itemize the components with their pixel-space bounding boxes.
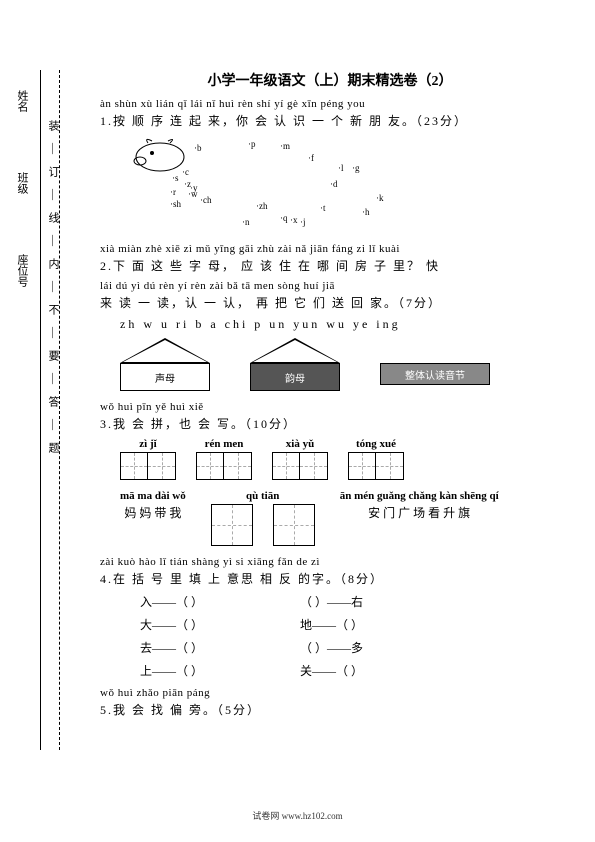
q4-left: 去——（ ） — [140, 639, 300, 656]
q4-row: 大——（ ）地——（ ） — [140, 616, 560, 633]
tianzige-cell — [224, 452, 252, 480]
tianzige-cell — [273, 504, 315, 546]
q3-text: 3.我 会 拼，也 会 写。（10分） — [100, 415, 560, 432]
q3-row1: zì jǐ rén men xià yǔ tóng xué — [120, 438, 560, 480]
dot-sh: ·sh — [170, 199, 181, 209]
q4-right: （ ）——多 — [300, 639, 460, 656]
dot-t: ·t — [320, 203, 326, 213]
q3-item: xià yǔ — [272, 438, 328, 480]
q3-item-pinyin: rén men — [205, 438, 244, 450]
q3-pinyin: wǒ huì pīn yě huì xiě — [100, 401, 560, 413]
dot-d: ·d — [330, 179, 338, 189]
dot-r: ·r — [170, 187, 176, 197]
q3-box-qu: qù tiān — [211, 490, 315, 546]
tianzige-cell — [300, 452, 328, 480]
q2-text1: 2.下 面 这 些 字 母， 应 该 住 在 哪 间 房 子 里？ 快 — [100, 257, 560, 274]
dot-ch: ·ch — [200, 195, 212, 205]
dot-s: ·s — [172, 173, 179, 183]
dog-head-icon — [130, 135, 190, 175]
q3-row2: mā ma dài wǒ 妈 妈 带 我 qù tiān ān mén guǎn… — [120, 490, 560, 546]
q5-text: 5.我 会 找 偏 旁。（5分） — [100, 701, 560, 718]
q3-left-pinyin: mā ma dài wǒ — [120, 490, 186, 502]
q3-item-pinyin: zì jǐ — [139, 438, 156, 450]
dot-q: ·q — [280, 213, 288, 223]
dot-h: ·h — [362, 207, 370, 217]
q3-left-text: mā ma dài wǒ 妈 妈 带 我 — [120, 490, 186, 521]
q3-right-han: 安 门 广 场 看 升 旗 — [368, 504, 470, 521]
dot-g: ·g — [352, 163, 360, 173]
binding-text: 装—订—线—内—不—要—答—题 — [45, 120, 61, 465]
q4-text: 4.在 括 号 里 填 上 意思 相 反 的字。（8分） — [100, 570, 560, 587]
house-zhengti: 整体认读音节 — [380, 338, 490, 391]
house1-label: 声母 — [120, 363, 210, 391]
q2-houses: 声母 韵母 整体认读音节 — [120, 338, 560, 391]
q4-right: 关——（ ） — [300, 662, 460, 679]
q3-item: zì jǐ — [120, 438, 176, 480]
dot-f: ·f — [308, 153, 314, 163]
q4-left: 上——（ ） — [140, 662, 300, 679]
house-yunmu: 韵母 — [250, 338, 340, 391]
tianzige — [196, 452, 252, 480]
tianzige — [348, 452, 404, 480]
page-title: 小学一年级语文（上）期末精选卷（2） — [100, 70, 560, 90]
dot-zh: ·zh — [256, 201, 268, 211]
q4-grid: 入——（ ）（ ）——右大——（ ）地——（ ）去——（ ）（ ）——多上——（… — [140, 593, 560, 679]
dot-x: ·x — [290, 215, 298, 225]
side-class: 班级 — [14, 172, 30, 194]
dot-j: ·j — [300, 217, 306, 227]
tianzige-cell — [120, 452, 148, 480]
q4-left: 大——（ ） — [140, 616, 300, 633]
dot-w: ·w — [188, 189, 198, 199]
dot-k: ·k — [376, 193, 384, 203]
side-seat: 座位号 — [14, 254, 30, 287]
dot-p: ·p — [248, 139, 256, 149]
tianzige-cell — [211, 504, 253, 546]
q2-letters: zh w u ri b a chi p un yun wu ye ing — [120, 317, 560, 332]
q4-left: 入——（ ） — [140, 593, 300, 610]
q4-row: 去——（ ）（ ）——多 — [140, 639, 560, 656]
footer: 试卷网 www.hz102.com — [0, 809, 595, 822]
q3-item: rén men — [196, 438, 252, 480]
side-labels: 姓名 班级 座位号 — [14, 90, 38, 347]
q4-pinyin: zài kuò hào lǐ tián shàng yì si xiāng fǎ… — [100, 556, 560, 568]
tianzige-cell — [272, 452, 300, 480]
q4-right: （ ）——右 — [300, 593, 460, 610]
q3-item: tóng xué — [348, 438, 404, 480]
q4-right: 地——（ ） — [300, 616, 460, 633]
q2-pinyin1: xià miàn zhè xiē zì mǔ yīng gāi zhù zài … — [100, 243, 560, 255]
dot-m: ·m — [280, 141, 290, 151]
tianzige-cell — [376, 452, 404, 480]
house2-label: 韵母 — [250, 363, 340, 391]
q2-text2: 来 读 一 读，认 一 认， 再 把 它 们 送 回 家。（7分） — [100, 294, 560, 311]
dot-c: ·c — [182, 167, 189, 177]
q1-connect-dots: ·b ·p ·m ·f ·d ·t ·n ·l ·g ·k ·h ·j ·q·x ·zh ·ch ·sh ·r ·… — [140, 135, 420, 235]
q4-row: 入——（ ）（ ）——右 — [140, 593, 560, 610]
tianzige-cell — [148, 452, 176, 480]
house3-label: 整体认读音节 — [380, 363, 490, 385]
side-name: 姓名 — [14, 90, 30, 112]
q3-right-pinyin: ān mén guǎng chǎng kàn shēng qí — [340, 490, 499, 502]
q3-right-text: ān mén guǎng chǎng kàn shēng qí 安 门 广 场 … — [340, 490, 499, 521]
tianzige-cell — [348, 452, 376, 480]
house-shengmu: 声母 — [120, 338, 210, 391]
dot-n: ·n — [242, 217, 250, 227]
dot-l: ·l — [338, 163, 344, 173]
tianzige-cell — [196, 452, 224, 480]
q1-pinyin: àn shùn xù lián qǐ lái nǐ huì rèn shí yí… — [100, 98, 560, 110]
tianzige — [120, 452, 176, 480]
q3-item-pinyin: tóng xué — [356, 438, 396, 450]
q3-left-han: 妈 妈 带 我 — [124, 504, 181, 521]
q3-item-pinyin: xià yǔ — [286, 438, 314, 450]
q1-text: 1.按 顺 序 连 起 来，你 会 认 识 一 个 新 朋 友。（23分） — [100, 112, 560, 129]
page-content: 小学一年级语文（上）期末精选卷（2） àn shùn xù lián qǐ lá… — [100, 70, 560, 724]
q3-mid-pinyin: qù tiān — [246, 490, 279, 502]
q2-pinyin2: lái dú yì dú rèn yí rèn zài bǎ tā men sò… — [100, 280, 560, 292]
q5-pinyin: wǒ huì zhǎo piān páng — [100, 687, 560, 699]
dot-b: ·b — [194, 143, 202, 153]
q4-row: 上——（ ）关——（ ） — [140, 662, 560, 679]
tianzige — [272, 452, 328, 480]
